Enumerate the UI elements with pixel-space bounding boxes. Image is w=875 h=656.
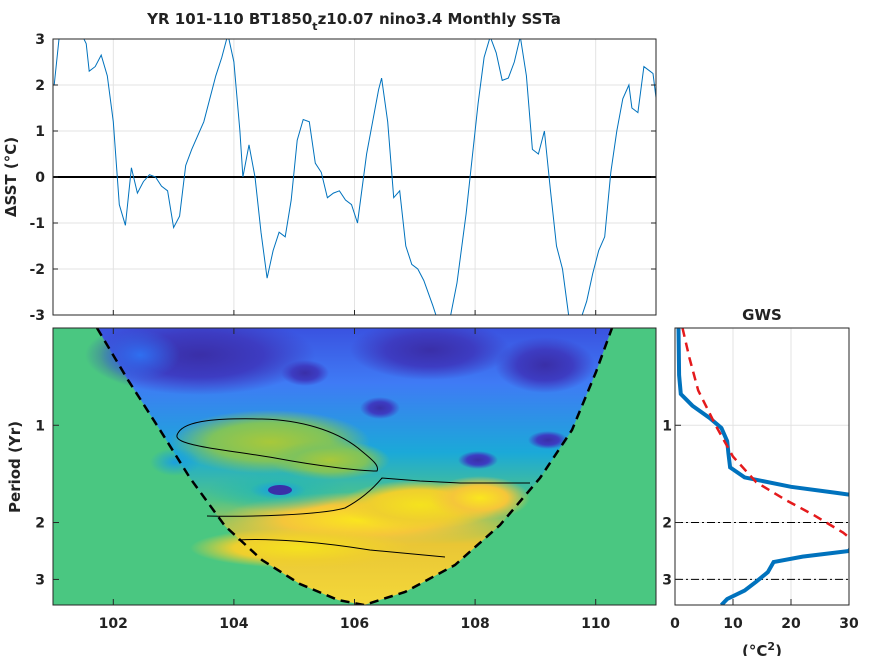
x-tick-label: 110 bbox=[581, 616, 610, 632]
x-tick-label: 106 bbox=[340, 616, 369, 632]
sst-series-line bbox=[53, 39, 656, 315]
gws-x-axis-label: (°C2) bbox=[742, 640, 782, 656]
significance-contours bbox=[176, 418, 530, 558]
title-main: YR 101-110 BT1850 bbox=[146, 10, 312, 28]
top-y-tick-label: 3 bbox=[35, 32, 45, 48]
title-suffix: z10.07 nino3.4 Monthly SSTa bbox=[318, 10, 561, 28]
title-subscript: t bbox=[312, 20, 317, 33]
x-tick-label: 102 bbox=[99, 616, 128, 632]
period-tick-label: 1 bbox=[35, 418, 45, 434]
cone-of-influence-line bbox=[95, 328, 614, 605]
top-y-tick-label: 1 bbox=[35, 124, 45, 140]
wavelet-power-features bbox=[85, 328, 595, 568]
chart-title: YR 101-110 BT1850tz10.07 nino3.4 Monthly… bbox=[146, 10, 561, 33]
period-y-axis-label: Period (Yr) bbox=[6, 421, 24, 513]
top-y-tick-label: -1 bbox=[29, 216, 45, 232]
sst-timeseries-panel: 3 2 1 0 -1 -2 -3 ΔSST (°C) bbox=[2, 32, 657, 324]
period-tick-label: 3 bbox=[35, 572, 45, 588]
gws-y-tick-label: 1 bbox=[662, 418, 672, 434]
top-y-tick-label: -2 bbox=[29, 262, 45, 278]
sst-y-axis-label: ΔSST (°C) bbox=[2, 137, 20, 217]
gws-panel: 0 10 20 30 1 2 3 GWS (°C2) bbox=[662, 306, 859, 656]
x-tick-label: 108 bbox=[460, 616, 489, 632]
gws-title: GWS bbox=[742, 306, 782, 324]
gws-y-tick-label: 3 bbox=[662, 572, 672, 588]
top-y-tick-label: 2 bbox=[35, 78, 45, 94]
title-text: YR 101-110 BT1850tz10.07 nino3.4 Monthly… bbox=[146, 10, 561, 33]
top-y-tick-label: -3 bbox=[29, 308, 45, 324]
gws-significance-line bbox=[681, 328, 849, 540]
gws-power-line bbox=[676, 328, 849, 605]
gws-x-tick-label: 20 bbox=[781, 616, 801, 632]
gws-x-tick-label: 0 bbox=[670, 616, 680, 632]
top-y-tick-label: 0 bbox=[35, 170, 45, 186]
wavelet-power-panel: 102 104 106 108 110 1 2 3 Period (Yr) bbox=[6, 327, 657, 632]
x-tick-label: 104 bbox=[219, 616, 248, 632]
gws-x-tick-label: 10 bbox=[723, 616, 743, 632]
period-tick-label: 2 bbox=[35, 516, 45, 532]
gws-y-tick-label: 2 bbox=[662, 516, 672, 532]
gws-x-tick-label: 30 bbox=[839, 616, 859, 632]
